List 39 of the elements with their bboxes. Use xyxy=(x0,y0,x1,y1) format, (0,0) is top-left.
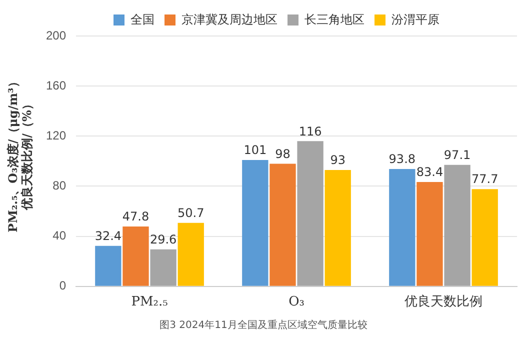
y-tick-label: 200 xyxy=(46,28,66,42)
x-tick-label: O₃ xyxy=(288,294,304,310)
bar xyxy=(324,170,351,286)
x-tick-label: PM₂.₅ xyxy=(131,294,168,310)
bar xyxy=(444,164,470,286)
data-label: 83.4 xyxy=(416,165,444,180)
bar xyxy=(270,164,296,286)
y-axis-title: PM₂.₅、O₃浓度/（μg/m³）优良天数比例/（%） xyxy=(6,74,34,234)
y-tick-label: 40 xyxy=(52,228,66,243)
data-label: 116 xyxy=(298,124,322,138)
caption: 图3 2024年11月全国及重点区域空气质量比较 xyxy=(158,318,368,332)
data-label: 50.7 xyxy=(178,206,204,220)
data-label: 47.8 xyxy=(122,210,150,224)
x-tick-label: 优良天数比例 xyxy=(404,294,483,310)
data-label: 101 xyxy=(244,143,267,158)
legend-label: 京津冀及周边地区 xyxy=(182,12,278,26)
legend-label: 全国 xyxy=(130,12,154,26)
data-label: 93 xyxy=(330,153,346,168)
y-tick-label: 80 xyxy=(52,178,66,193)
legend-label: 汾渭平原 xyxy=(392,12,440,26)
bar xyxy=(95,246,122,286)
legend-label: 长三角地区 xyxy=(304,12,364,26)
bar xyxy=(178,222,204,286)
bar xyxy=(150,249,176,286)
bar xyxy=(416,182,443,286)
y-tick-label: 120 xyxy=(46,128,66,142)
data-label: 93.8 xyxy=(388,152,416,166)
data-label: 32.4 xyxy=(94,228,122,243)
bar xyxy=(242,160,268,286)
bar xyxy=(297,141,324,286)
bar xyxy=(389,168,416,286)
data-label: 77.7 xyxy=(471,172,498,186)
data-label: 29.6 xyxy=(150,232,177,246)
y-tick-label: 0 xyxy=(59,278,66,293)
data-label: 97.1 xyxy=(444,148,471,162)
bar xyxy=(472,189,498,286)
y-tick-label: 160 xyxy=(46,78,66,92)
data-label: 98 xyxy=(275,146,290,161)
bar xyxy=(122,226,149,286)
